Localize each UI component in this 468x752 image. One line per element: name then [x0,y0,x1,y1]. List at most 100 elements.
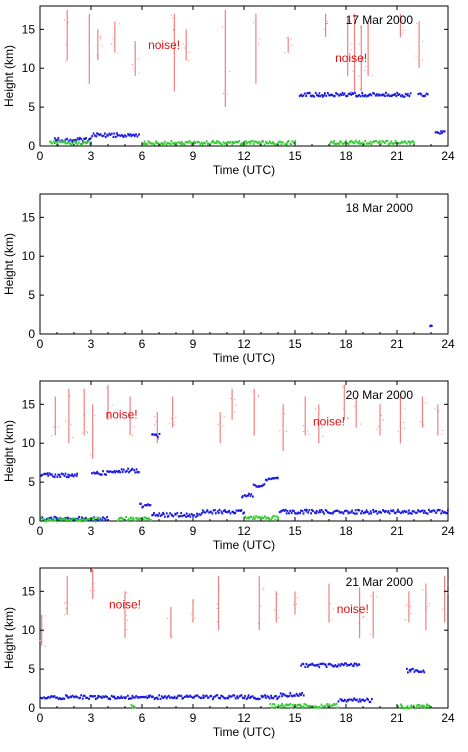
cloud-point [118,469,120,473]
cloud-point [143,696,146,699]
cloud-point [158,512,161,515]
cloud-point [277,516,280,520]
cloud-point [158,694,161,697]
cloud-point [51,519,54,522]
cloud-point [291,140,294,143]
noise-dot [89,590,91,592]
noise-dot [376,428,378,430]
noise-dot [138,72,140,74]
cloud-point [428,705,431,708]
x-tick-label: 9 [190,149,197,163]
cloud-point [247,694,250,697]
cloud-point [91,472,93,475]
cloud-point [148,695,150,698]
noise-dot [257,394,259,396]
cloud-point [252,696,255,700]
cloud-point [140,502,142,505]
cloud-point [70,474,73,477]
cloud-point [82,694,85,698]
cloud-point [395,94,398,98]
cloud-point [113,695,116,698]
cloud-point [333,664,336,668]
cloud-point [115,470,118,473]
cloud-point [358,663,361,666]
noise-dot [169,423,171,425]
cloud-point [56,516,58,520]
noise-dot [359,26,361,28]
cloud-point [370,512,373,515]
cloud-point [344,141,346,144]
cloud-point [58,516,61,519]
cloud-point [363,95,366,98]
cloud-point [194,142,197,145]
cloud-point [172,696,175,700]
cloud-point [301,706,304,709]
cloud-point [219,697,222,700]
noise-dot [442,608,444,610]
cloud-point [401,94,404,97]
cloud-point [301,95,304,98]
cloud-point [431,509,433,513]
cloud-point [170,696,173,699]
cloud-point [113,469,116,473]
noise-dot [126,619,128,621]
cloud-point [249,696,251,700]
cloud-point [40,474,43,477]
cloud-point [129,697,132,700]
cloud-point [400,511,402,515]
cloud-point [134,471,137,474]
cloud-point [85,696,87,699]
cloud-point [232,694,235,697]
cloud-point [240,508,243,512]
noise-dot [404,428,406,430]
noise-dot [258,43,260,45]
cloud-point [342,142,345,145]
cloud-point [340,93,343,97]
cloud-point [210,510,212,513]
cloud-point [157,514,160,517]
cloud-point [299,509,302,512]
cloud-point [246,141,249,144]
noise-dot [316,422,318,424]
cloud-point [243,140,245,144]
cloud-point [315,509,318,513]
cloud-point [122,135,125,138]
cloud-point [400,703,402,706]
cloud-point [121,696,124,699]
cloud-point [238,695,241,698]
noise-dot [402,32,404,34]
cloud-point [103,517,106,520]
cloud-point [167,142,170,145]
cloud-point [227,140,229,144]
cloud-point [156,696,158,699]
cloud-point [408,668,411,672]
noise-dot [126,629,128,631]
cloud-point [49,519,52,522]
noise-dot [358,593,360,595]
cloud-point [56,140,59,144]
cloud-point [54,137,56,140]
cloud-point [369,140,372,143]
cloud-point [144,142,147,145]
cloud-point [81,140,84,143]
cloud-point [126,519,129,522]
cloud-point [159,697,162,701]
cloud-point [352,664,355,667]
x-axis-label: Time (UTC) [213,538,275,552]
cloud-point [124,470,127,473]
noise-dot [349,20,351,22]
cloud-point [226,511,229,514]
noise-dot [63,19,65,21]
cloud-point [397,141,399,145]
cloud-point [292,141,295,144]
y-tick-label: 15 [22,584,36,598]
cloud-point [315,706,318,709]
cloud-point [144,504,147,507]
cloud-point [165,697,168,700]
cloud-point [218,508,221,512]
cloud-point [134,706,137,709]
cloud-point [308,704,311,708]
cloud-point [443,510,446,514]
noise-dot [223,425,225,427]
